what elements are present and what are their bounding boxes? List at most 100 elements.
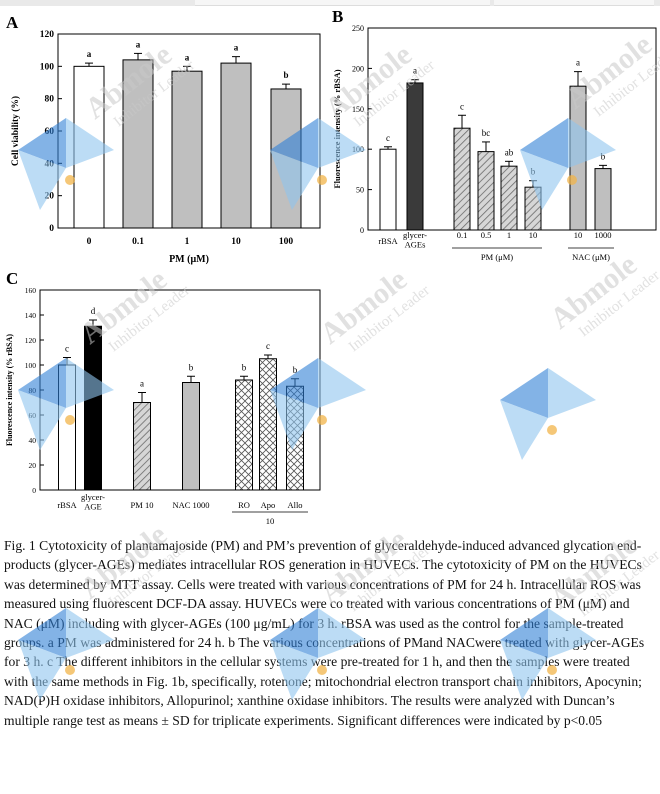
bar	[379, 148, 397, 231]
x-tick-label: 1	[507, 230, 511, 240]
bar	[270, 88, 302, 229]
y-tick-label: 80	[29, 386, 37, 395]
significance-letter: a	[576, 58, 580, 68]
group-label: 10	[266, 516, 275, 526]
x-tick-label: 0	[87, 237, 92, 247]
bar	[259, 358, 277, 491]
significance-letter: c	[386, 133, 390, 143]
significance-letter: b	[601, 151, 606, 161]
x-tick-label: PM 10	[131, 500, 154, 510]
x-tick-label: glycer-AGE	[81, 492, 105, 512]
bar	[73, 65, 105, 229]
x-tick-label: Allo	[287, 500, 302, 510]
y-tick-label: 200	[352, 64, 364, 73]
y-tick-label: 0	[360, 226, 364, 235]
y-tick-label: 20	[45, 192, 55, 202]
top-tab-strip-segment	[494, 0, 654, 6]
x-tick-label: rBSA	[57, 500, 77, 510]
x-tick-label: 1	[185, 237, 190, 247]
bar	[286, 385, 304, 491]
panel-label: C	[6, 269, 18, 288]
x-axis-label: PM (μM)	[169, 254, 209, 265]
watermark-tagline: Inhibitor Leader	[346, 282, 433, 355]
figure-caption: Fig. 1 Cytotoxicity of plantamajoside (P…	[4, 538, 645, 728]
chart-panel-b: B 0 50 100 150 200 250 Fluorescence intensity (…	[332, 7, 657, 262]
plot-frame	[39, 289, 321, 491]
bar	[453, 127, 471, 231]
top-tab-strip	[0, 0, 660, 6]
y-tick-label: 80	[45, 95, 55, 105]
bar	[524, 186, 542, 231]
x-tick-label: 0.1	[132, 237, 144, 247]
bar	[133, 402, 151, 491]
significance-letter: b	[189, 362, 194, 372]
logo-shape	[500, 368, 548, 418]
watermark-tagline: Inhibitor Leader	[576, 267, 660, 340]
bar	[122, 59, 154, 229]
significance-letter: c	[65, 344, 69, 354]
bar	[406, 82, 424, 231]
significance-letter: a	[413, 66, 417, 76]
bar	[182, 382, 200, 491]
y-tick-label: 100	[40, 62, 55, 72]
x-tick-label: NAC 1000	[172, 500, 209, 510]
x-tick-label: RO	[238, 500, 250, 510]
logo-shape	[500, 400, 548, 460]
logo-shape	[548, 368, 596, 418]
significance-letter: c	[266, 341, 270, 351]
significance-letter: bc	[482, 128, 491, 138]
x-tick-label: 0.5	[481, 230, 492, 240]
bar	[500, 165, 518, 231]
x-tick-label: rBSA	[378, 236, 398, 246]
significance-letter: b	[531, 167, 536, 177]
x-tick-label: 10	[231, 237, 241, 247]
x-tick-label: 10	[574, 230, 583, 240]
significance-letter: b	[283, 70, 288, 80]
significance-letter: b	[293, 365, 298, 375]
bar	[220, 62, 252, 229]
y-tick-label: 100	[25, 361, 37, 370]
y-tick-label: 120	[40, 30, 55, 40]
y-axis-label: Cell viability (%)	[10, 96, 21, 166]
y-tick-label: 140	[25, 311, 37, 320]
significance-letter: a	[234, 43, 239, 53]
x-tick-label: 100	[279, 237, 294, 247]
group-label: NAC (μM)	[572, 252, 610, 262]
abmole-logo-icon	[500, 368, 596, 460]
x-tick-label: 0.1	[457, 230, 468, 240]
y-tick-label: 60	[29, 411, 37, 420]
y-axis-label: Fluorescence intensity (% rBSA)	[5, 334, 14, 446]
bar	[84, 325, 102, 491]
significance-letter: a	[185, 52, 190, 62]
top-tab-strip-segment	[195, 0, 490, 6]
significance-letter: ab	[505, 147, 514, 157]
y-axis-label: Fluorescence intensity (% rBSA)	[332, 69, 342, 188]
y-tick-label: 0	[49, 224, 54, 234]
panel-label: A	[6, 13, 19, 32]
significance-letter: a	[136, 39, 141, 49]
bar	[58, 364, 76, 491]
group-label: PM (μM)	[481, 252, 513, 262]
bar	[594, 168, 612, 231]
panel-label: B	[332, 7, 343, 26]
bar	[235, 379, 253, 491]
y-tick-label: 120	[25, 336, 37, 345]
bar	[171, 70, 203, 229]
y-tick-label: 160	[25, 286, 37, 295]
x-tick-label: glycer-AGEs	[403, 230, 427, 250]
significance-letter: c	[460, 101, 464, 111]
x-tick-label: 10	[529, 230, 538, 240]
significance-letter: a	[87, 49, 92, 59]
y-tick-label: 40	[29, 436, 37, 445]
significance-letter: a	[140, 379, 144, 389]
y-tick-label: 50	[356, 186, 364, 195]
x-tick-label: Apo	[261, 500, 276, 510]
y-tick-label: 60	[45, 127, 55, 137]
y-tick-label: 0	[32, 486, 36, 495]
y-tick-label: 150	[352, 105, 364, 114]
significance-letter: d	[91, 306, 96, 316]
chart-panel-c: C 0 20 40 60 80 100 120 140 160 Fluorescence inten…	[5, 269, 321, 526]
y-tick-label: 250	[352, 24, 364, 33]
